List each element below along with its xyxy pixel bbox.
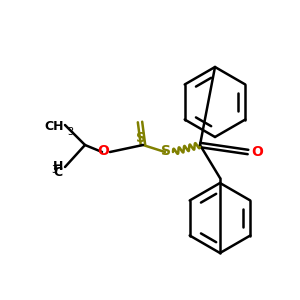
Text: S: S xyxy=(136,131,146,145)
Text: O: O xyxy=(97,144,109,158)
Text: S: S xyxy=(161,144,171,158)
Text: H: H xyxy=(52,160,63,172)
Text: 3: 3 xyxy=(51,165,57,175)
Text: O: O xyxy=(251,145,263,159)
Text: 3: 3 xyxy=(67,127,73,137)
Text: C: C xyxy=(54,166,63,178)
Text: CH: CH xyxy=(44,119,64,133)
